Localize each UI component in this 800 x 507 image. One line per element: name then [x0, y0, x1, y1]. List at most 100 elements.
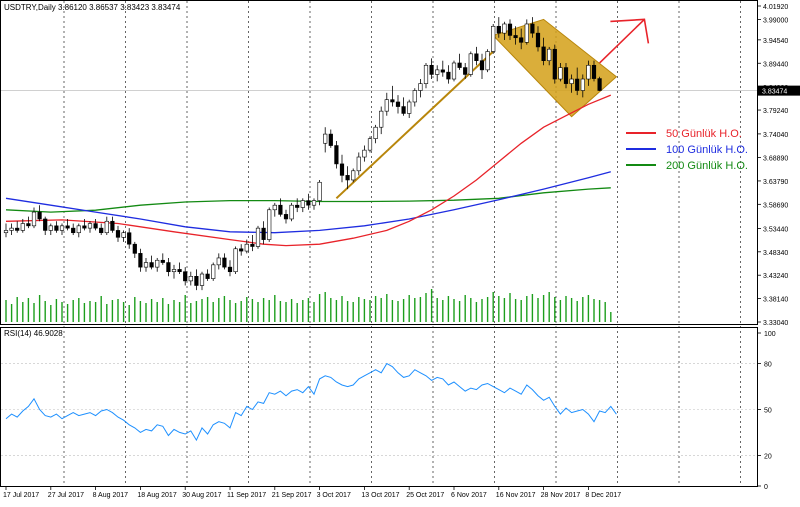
candle: [211, 262, 216, 281]
candle: [580, 74, 585, 98]
candle: [524, 19, 529, 45]
candle-body-up: [569, 78, 574, 84]
candle: [26, 216, 31, 229]
candle: [451, 60, 457, 82]
candle: [373, 124, 378, 144]
candle-body-down: [446, 71, 451, 80]
candle-body-up: [412, 90, 417, 103]
candle: [300, 198, 305, 213]
x-tick-label: 28 Nov 2017: [541, 492, 581, 499]
candle-body-up: [244, 243, 249, 252]
candle: [591, 60, 597, 82]
candle-body-down: [115, 230, 121, 238]
candle: [48, 223, 53, 236]
candle-body-up: [407, 101, 412, 114]
candle: [289, 202, 294, 222]
candle: [194, 269, 199, 291]
candle: [513, 26, 518, 45]
candle-body-down: [345, 175, 350, 181]
rsi-line: [5, 362, 617, 442]
candle-body-up: [451, 62, 457, 80]
candle-body-down: [138, 253, 143, 268]
candle-body-up: [59, 225, 65, 231]
candle-body-down: [295, 204, 300, 208]
candle-body-up: [423, 64, 429, 84]
candle-body-down: [54, 225, 59, 231]
ma100-line: [5, 171, 611, 234]
candle-body-down: [440, 69, 445, 73]
rsi-line: [5, 362, 617, 442]
candle-body-down: [328, 133, 333, 146]
candle: [351, 168, 356, 183]
candle: [82, 218, 87, 231]
candle-body-down: [93, 223, 98, 229]
candle: [87, 221, 93, 233]
candle-body-up: [267, 209, 272, 240]
candle: [121, 230, 126, 242]
volume-bars: [5, 289, 612, 322]
breakout-arrow: [599, 18, 645, 64]
candle-body-up: [199, 273, 205, 286]
candle: [15, 221, 20, 233]
candle: [328, 129, 333, 148]
candle-body-up: [580, 78, 585, 91]
candle: [407, 99, 412, 119]
candle: [367, 136, 373, 153]
candle: [586, 60, 591, 86]
rsi-tick-label: 50: [764, 408, 772, 415]
candle: [423, 62, 429, 89]
y-tick-label: 3.48340: [763, 250, 788, 257]
candle-body-up: [502, 23, 507, 34]
candle: [177, 262, 182, 275]
candle-body-down: [496, 25, 501, 34]
candle-body-down: [429, 64, 434, 75]
candles: [3, 17, 602, 291]
candle: [317, 179, 322, 206]
axes: 4.019203.990003.945403.894403.843003.792…: [3, 4, 788, 499]
candle-body-down: [110, 220, 115, 231]
candle: [479, 53, 485, 80]
candle-body-down: [474, 53, 479, 61]
rsi-tick-label: 100: [764, 331, 776, 338]
candle-body-up: [524, 23, 529, 43]
y-tick-label: 3.68890: [763, 156, 788, 163]
candle: [575, 67, 580, 96]
candle-body-down: [507, 23, 513, 36]
candle: [216, 253, 221, 270]
candle-body-down: [160, 259, 165, 263]
rsi-header: RSI(14) 46.9028: [4, 329, 63, 338]
candle: [54, 221, 59, 233]
candle: [149, 255, 154, 270]
candle-body-down: [563, 67, 569, 84]
y-tick-label: 3.94540: [763, 38, 788, 45]
candle-body-up: [9, 227, 14, 231]
candle: [345, 166, 350, 190]
candle: [435, 65, 440, 82]
candle: [390, 85, 395, 107]
candle-body-down: [401, 106, 406, 114]
candle-body-up: [76, 225, 81, 234]
candle-body-down: [183, 271, 188, 282]
candle-body-down: [37, 211, 42, 220]
candle-body-down: [535, 32, 541, 48]
candle: [334, 140, 339, 169]
candle-body-up: [468, 53, 473, 75]
candle-body-down: [530, 23, 535, 34]
x-tick-label: 6 Nov 2017: [451, 492, 487, 499]
candle-body-up: [547, 48, 552, 61]
candle: [255, 225, 261, 249]
x-tick-label: 13 Oct 2017: [361, 492, 399, 499]
candle: [485, 49, 490, 73]
candle-body-up: [373, 126, 378, 139]
candle: [132, 241, 137, 258]
candle-body-down: [278, 204, 283, 215]
y-tick-label: 3.79240: [763, 108, 788, 115]
candle-body-up: [323, 133, 328, 144]
candle-body-up: [362, 149, 367, 158]
candle: [457, 53, 462, 70]
candle: [143, 257, 149, 272]
candle: [261, 221, 266, 245]
candle: [491, 23, 496, 54]
candle-body-down: [463, 67, 468, 75]
